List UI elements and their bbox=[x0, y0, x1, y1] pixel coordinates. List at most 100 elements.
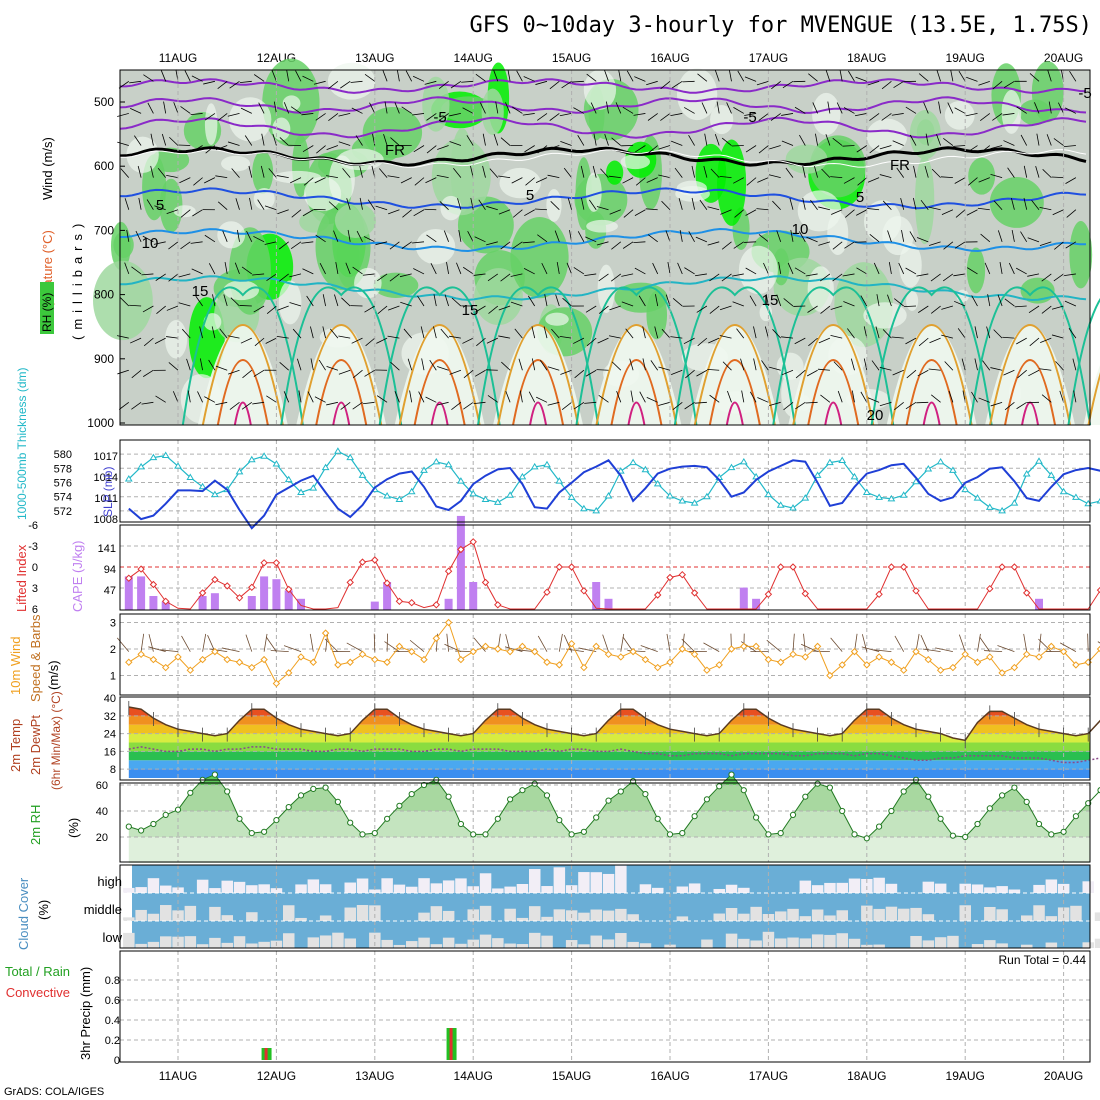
wind-barb bbox=[154, 205, 166, 211]
wind-barb bbox=[322, 326, 326, 339]
thickness-marker bbox=[1096, 497, 1100, 504]
wind-barb bbox=[655, 294, 659, 307]
wind-barb bbox=[163, 101, 167, 114]
wind-barb bbox=[347, 229, 351, 242]
wind-barb bbox=[1051, 305, 1064, 310]
wind-barb bbox=[844, 241, 855, 249]
wind-barb bbox=[905, 337, 917, 345]
wind-speed-marker bbox=[260, 655, 268, 664]
wind-barb bbox=[535, 80, 548, 85]
wind-barb bbox=[180, 209, 191, 218]
cape-bar bbox=[456, 515, 465, 610]
wind-barb bbox=[253, 305, 265, 313]
wind-barb bbox=[199, 326, 203, 339]
date-label: 14AUG bbox=[454, 51, 493, 65]
wind-barb bbox=[940, 176, 953, 179]
thickness-marker bbox=[641, 465, 650, 473]
wind-barb bbox=[887, 230, 892, 242]
date-label: 16AUG bbox=[650, 1069, 689, 1083]
wind-barb bbox=[438, 81, 449, 90]
temperature-contour bbox=[824, 401, 843, 426]
wind-barb bbox=[1063, 273, 1076, 277]
wind-barb bbox=[1059, 390, 1064, 403]
wind-barb bbox=[954, 107, 966, 114]
wind-barb bbox=[130, 107, 142, 114]
wind-barb bbox=[1002, 336, 1015, 339]
panel-frame bbox=[119, 864, 1091, 949]
wind-barb bbox=[326, 145, 339, 150]
cloud-cover-bar bbox=[221, 942, 233, 948]
rh-blob bbox=[373, 272, 419, 298]
wind-barb bbox=[246, 230, 253, 242]
wind-barb bbox=[522, 241, 535, 244]
rh-blob bbox=[716, 139, 747, 226]
rh-marker bbox=[347, 819, 354, 826]
wind-barb bbox=[990, 145, 1003, 150]
wind-barb bbox=[500, 273, 511, 282]
wind-barb bbox=[522, 113, 535, 116]
rh-dry-patch bbox=[204, 103, 218, 146]
wind-barb bbox=[598, 305, 609, 314]
wind-barb bbox=[685, 369, 695, 379]
wind-barb bbox=[326, 365, 339, 371]
wind-barb bbox=[863, 358, 868, 371]
wind-barb bbox=[316, 145, 326, 154]
wind-barb bbox=[148, 634, 154, 652]
wind-barb bbox=[241, 266, 253, 275]
wind-barb bbox=[918, 337, 929, 347]
wind-speed-marker bbox=[420, 655, 428, 664]
wind-barb bbox=[736, 328, 745, 339]
wind-barb bbox=[898, 262, 905, 275]
wind-barb bbox=[461, 80, 474, 83]
wind-barb bbox=[319, 263, 326, 275]
wind-barb bbox=[821, 168, 831, 178]
wind-barb bbox=[191, 75, 203, 82]
wind-barb bbox=[217, 113, 228, 122]
wind-barb bbox=[819, 273, 831, 282]
temperature-contour bbox=[1004, 359, 1057, 426]
rh-dry-patch bbox=[282, 95, 301, 112]
wind-barb bbox=[211, 326, 216, 339]
wind-barb bbox=[326, 401, 338, 406]
cloud-cover-bar bbox=[332, 932, 344, 948]
wind-barb bbox=[453, 168, 462, 178]
wind-barb bbox=[984, 650, 1003, 653]
wind-barb bbox=[782, 80, 794, 89]
wind-barb bbox=[638, 295, 646, 307]
wind-barb bbox=[559, 113, 572, 117]
rh-marker bbox=[359, 831, 366, 838]
wind-barb bbox=[412, 75, 425, 82]
cape-bar bbox=[1035, 598, 1043, 610]
cloud-cover-bar bbox=[959, 905, 971, 921]
wind-barb bbox=[596, 206, 609, 211]
boundary-layer-dome bbox=[689, 325, 780, 425]
wind-barb bbox=[547, 174, 560, 179]
wind-speed-marker bbox=[801, 653, 810, 661]
rh-marker bbox=[507, 796, 514, 803]
wind-barb bbox=[861, 634, 868, 652]
cloud-cover-bar bbox=[209, 937, 221, 948]
temperature-contour bbox=[201, 324, 284, 426]
wind-speed-marker bbox=[321, 629, 330, 637]
wind-barb bbox=[799, 134, 806, 146]
wind-barb bbox=[681, 638, 695, 652]
wind-barb bbox=[980, 233, 991, 243]
rh-marker bbox=[1035, 820, 1043, 828]
cloud-cover-bar bbox=[430, 944, 443, 948]
cloud-cover-bar bbox=[147, 878, 160, 893]
wind-barb bbox=[298, 390, 302, 403]
pressure-tick: 500 bbox=[94, 95, 114, 109]
cloud-cover-bar bbox=[824, 934, 836, 948]
rh-marker bbox=[273, 817, 280, 824]
wind-barb bbox=[429, 359, 437, 371]
wind-barb bbox=[156, 305, 166, 314]
cape-bar bbox=[149, 596, 158, 610]
wind-barb bbox=[589, 199, 597, 210]
wind-barb bbox=[234, 262, 240, 275]
wind-speed-marker bbox=[887, 658, 896, 666]
wind-barb bbox=[817, 368, 830, 371]
lifted-index-marker bbox=[494, 601, 502, 609]
wind-barb bbox=[577, 231, 585, 243]
wind-barb bbox=[544, 294, 548, 307]
wind-barb bbox=[684, 107, 695, 114]
